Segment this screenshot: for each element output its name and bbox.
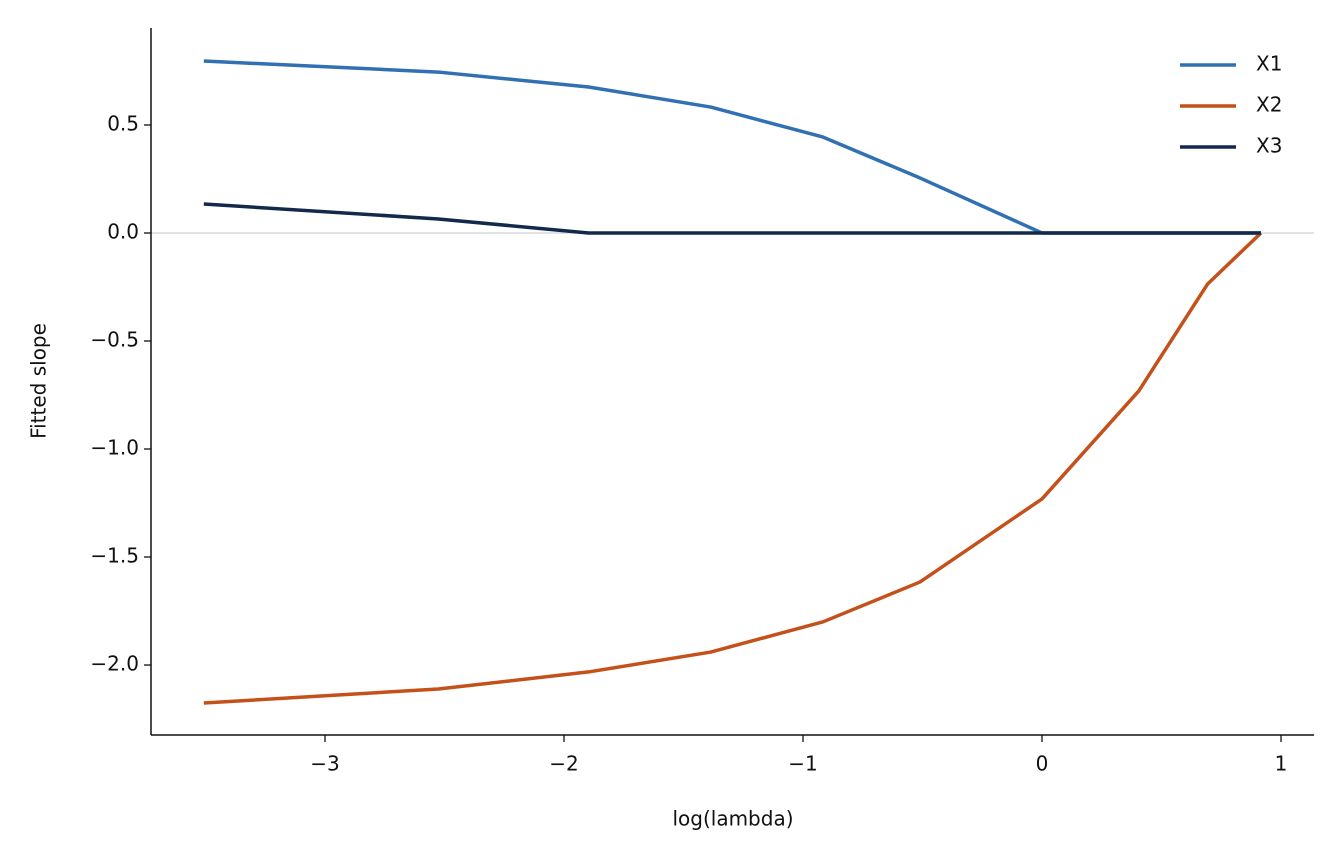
y-tick-label: −2.0 [90,652,139,676]
x-tick-label: −2 [549,752,578,776]
x-tick-label: 1 [1275,752,1288,776]
y-tick-label: 0.0 [107,219,139,243]
series-line [203,59,1261,235]
y-tick-label: −0.5 [90,327,139,351]
x-tick-label: −1 [788,752,817,776]
y-axis-label: Fitted slope [27,323,51,439]
y-tick-label: −1.5 [90,544,139,568]
legend-label: X1 [1256,52,1282,76]
series-line [203,202,1261,235]
x-axis-label: log(lambda) [672,807,793,831]
x-tick-label: −3 [310,752,339,776]
legend-label: X3 [1256,134,1282,158]
y-tick-label: −1.0 [90,436,139,460]
y-tick-label: 0.5 [107,111,139,135]
x-tick-label: 0 [1036,752,1049,776]
legend-label: X2 [1256,93,1282,117]
series-line [203,231,1263,705]
